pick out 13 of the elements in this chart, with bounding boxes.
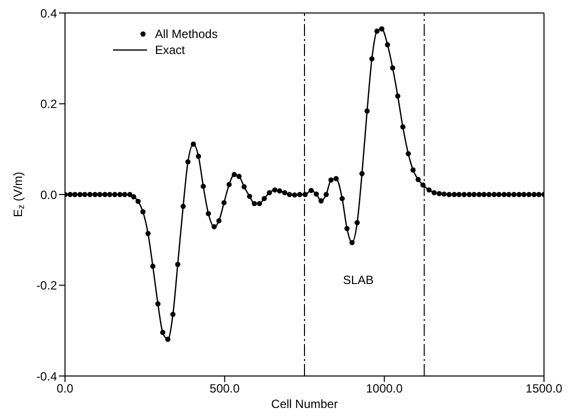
x-axis-title: Cell Number (271, 397, 338, 411)
legend-label: Exact (155, 42, 186, 58)
y-tick-label: 0.2 (40, 97, 58, 112)
x-tick-label: 0.0 (56, 382, 74, 396)
x-tick-label: 500.0 (210, 382, 240, 396)
y-tick-label: 0.0 (40, 188, 58, 202)
x-tick-label: 1000.0 (366, 382, 404, 396)
annotation: SLAB (343, 273, 374, 287)
y-tick-label: -0.2 (36, 278, 58, 293)
y-tick-label: 0.4 (40, 6, 58, 20)
legend-label: All Methods (155, 26, 218, 42)
y-tick-label: -0.4 (36, 369, 58, 384)
x-tick-label: 1500.0 (526, 382, 563, 396)
